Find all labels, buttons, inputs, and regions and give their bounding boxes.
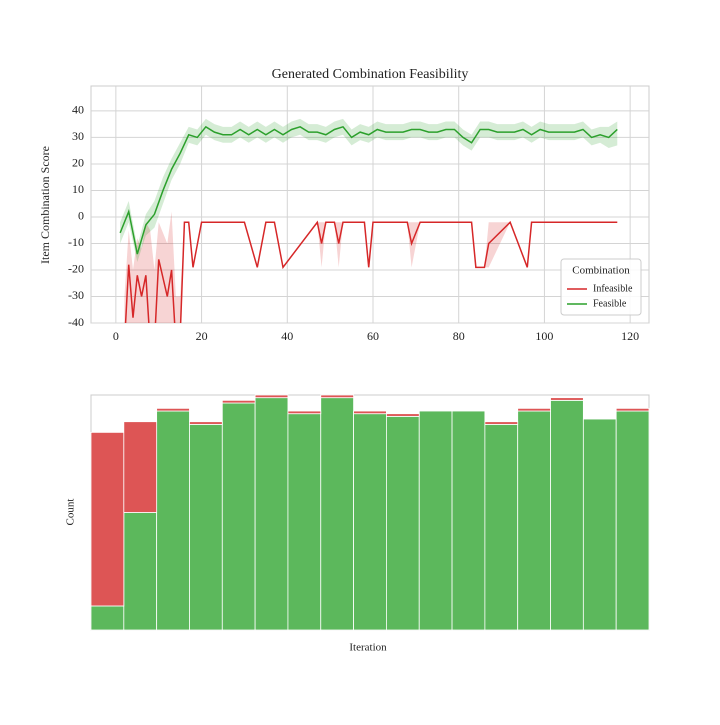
histogram-bar — [517, 410, 551, 631]
y-tick-label: 30 — [72, 129, 84, 143]
histogram-bar — [156, 410, 190, 631]
histogram-bar — [287, 410, 322, 415]
x-tick-label: 80 — [453, 329, 465, 343]
histogram-bar — [517, 407, 551, 412]
histogram-bar — [221, 399, 256, 404]
confidence-band — [124, 211, 618, 323]
plot-layer — [119, 118, 618, 323]
histogram-bar — [353, 410, 387, 415]
confidence-band — [120, 118, 618, 263]
series-line — [124, 220, 618, 323]
x-tick-label: 40 — [281, 329, 293, 343]
x-tick-label: 60 — [367, 329, 379, 343]
histogram-bar — [451, 410, 486, 631]
histogram-bar — [90, 431, 125, 607]
histogram-bar — [582, 418, 617, 631]
histogram-bar — [550, 397, 584, 401]
legend-box — [560, 258, 642, 316]
y-tick-label: -10 — [68, 235, 84, 249]
legend-title: Combination — [572, 265, 630, 277]
histogram-bar — [353, 413, 387, 631]
histogram-bar — [320, 394, 354, 399]
x-tick-label: 100 — [535, 329, 553, 343]
histogram-bar — [156, 407, 190, 412]
histogram-bar — [484, 423, 519, 631]
x-axis-label: Iteration — [349, 642, 387, 654]
y-tick-label: -40 — [68, 315, 84, 329]
histogram-bar — [287, 413, 322, 631]
histogram-bar — [615, 407, 650, 412]
histogram-bar — [320, 397, 354, 631]
histogram-bar — [221, 402, 256, 631]
histogram-bar — [123, 512, 158, 631]
histogram-bar — [123, 421, 158, 513]
histogram-bar — [254, 397, 289, 631]
histogram-bar — [254, 394, 289, 399]
x-tick-label: 20 — [196, 329, 208, 343]
y-tick-label: -20 — [68, 262, 84, 276]
y-tick-label: 10 — [72, 182, 84, 196]
histogram-bar — [418, 410, 453, 631]
histogram-bar — [386, 413, 420, 417]
y-tick-label: -30 — [68, 288, 84, 302]
x-tick-label: 0 — [113, 329, 119, 343]
histogram-bar — [615, 410, 650, 631]
series-line — [119, 125, 618, 255]
y-tick-label: 20 — [72, 156, 84, 170]
legend-label: Feasible — [593, 298, 627, 309]
chart-title: Generated Combination Feasibility — [272, 67, 469, 82]
histogram-bar — [90, 605, 125, 631]
y-tick-label: 0 — [78, 209, 84, 223]
histogram-bar — [484, 421, 519, 425]
y-axis-label: Count — [65, 499, 77, 526]
histogram-bar — [189, 423, 223, 631]
x-tick-label: 120 — [621, 329, 639, 343]
y-axis-label: Item Combination Score — [38, 146, 52, 264]
histogram-bar — [550, 399, 584, 631]
histogram-bar — [386, 415, 420, 631]
y-tick-label: 40 — [72, 103, 84, 117]
histogram-bar — [189, 421, 223, 425]
legend-label: Infeasible — [593, 283, 633, 294]
